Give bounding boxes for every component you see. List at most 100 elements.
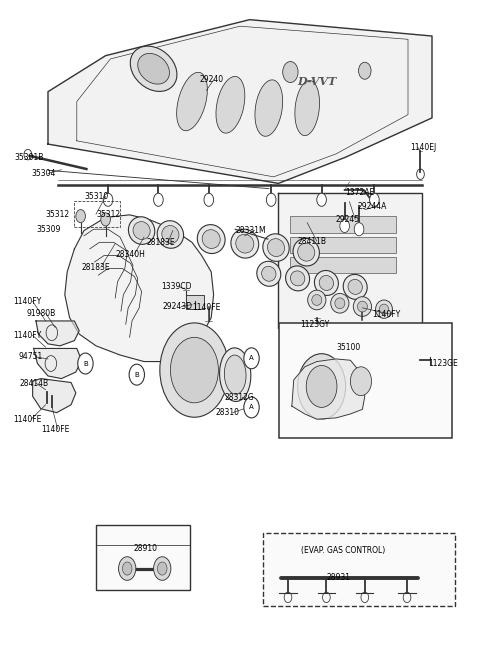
Ellipse shape <box>286 266 310 291</box>
Text: (EVAP. GAS CONTROL): (EVAP. GAS CONTROL) <box>301 546 386 555</box>
Text: 28910: 28910 <box>133 544 157 553</box>
Circle shape <box>283 62 298 83</box>
Circle shape <box>204 193 214 206</box>
Text: 35304: 35304 <box>31 169 56 178</box>
Circle shape <box>119 557 136 580</box>
Ellipse shape <box>267 238 285 257</box>
Text: 1140FE: 1140FE <box>41 424 69 434</box>
Circle shape <box>154 193 163 206</box>
Ellipse shape <box>298 243 315 261</box>
Polygon shape <box>278 193 422 328</box>
Ellipse shape <box>162 225 179 244</box>
Ellipse shape <box>216 77 245 133</box>
Text: 35301B: 35301B <box>14 153 44 162</box>
Text: 1140FY: 1140FY <box>13 297 42 306</box>
Text: 1140FY: 1140FY <box>13 331 42 340</box>
Bar <box>290 237 396 253</box>
Bar <box>279 323 452 438</box>
Circle shape <box>78 353 93 374</box>
Text: 29240: 29240 <box>199 75 223 84</box>
Text: 28310: 28310 <box>215 408 239 417</box>
Polygon shape <box>65 215 214 362</box>
Text: 1372AE: 1372AE <box>346 188 375 197</box>
Text: 28340H: 28340H <box>115 250 145 259</box>
Bar <box>74 201 120 227</box>
Text: 35310: 35310 <box>84 192 108 201</box>
Ellipse shape <box>314 271 338 295</box>
Text: 91980B: 91980B <box>26 309 56 318</box>
Ellipse shape <box>231 229 259 258</box>
Ellipse shape <box>262 267 276 281</box>
Text: 29243D: 29243D <box>162 302 192 311</box>
Circle shape <box>340 219 349 233</box>
Ellipse shape <box>177 72 207 131</box>
Circle shape <box>244 397 259 418</box>
Bar <box>96 525 190 590</box>
Text: 28414B: 28414B <box>19 379 48 388</box>
Circle shape <box>350 367 372 396</box>
Text: 1140FY: 1140FY <box>372 310 400 319</box>
Circle shape <box>359 62 371 79</box>
Text: 35100: 35100 <box>336 343 360 352</box>
Ellipse shape <box>379 304 389 314</box>
Ellipse shape <box>335 298 345 309</box>
Ellipse shape <box>290 271 305 286</box>
Text: 94751: 94751 <box>18 352 43 362</box>
Text: 28183E: 28183E <box>82 263 110 272</box>
Ellipse shape <box>348 280 362 294</box>
Text: 1123GE: 1123GE <box>428 359 458 368</box>
Bar <box>186 295 204 309</box>
Circle shape <box>122 562 132 575</box>
Text: A: A <box>249 355 254 362</box>
Bar <box>290 216 396 233</box>
Text: 28331M: 28331M <box>235 226 266 235</box>
Polygon shape <box>36 321 79 346</box>
Ellipse shape <box>295 81 320 136</box>
Polygon shape <box>34 348 82 379</box>
Ellipse shape <box>138 54 169 84</box>
Text: B: B <box>83 360 88 367</box>
Ellipse shape <box>236 234 254 253</box>
Text: 28931: 28931 <box>326 573 350 582</box>
Text: B: B <box>134 371 139 378</box>
Ellipse shape <box>129 217 155 244</box>
Circle shape <box>244 348 259 369</box>
Ellipse shape <box>331 293 349 313</box>
Text: 35309: 35309 <box>36 225 60 234</box>
Circle shape <box>266 193 276 206</box>
Ellipse shape <box>224 355 246 394</box>
Ellipse shape <box>343 274 367 299</box>
Text: 28411B: 28411B <box>298 236 326 246</box>
Circle shape <box>154 557 171 580</box>
Ellipse shape <box>130 46 177 92</box>
Circle shape <box>101 213 110 226</box>
Text: 35312: 35312 <box>96 210 120 219</box>
Text: A: A <box>249 404 254 411</box>
Text: 28183E: 28183E <box>146 238 175 247</box>
Polygon shape <box>33 379 76 413</box>
Text: 1339CD: 1339CD <box>161 282 192 291</box>
Ellipse shape <box>263 234 289 261</box>
Text: 1140FE: 1140FE <box>192 303 220 312</box>
Circle shape <box>306 365 337 407</box>
Ellipse shape <box>312 295 322 305</box>
Bar <box>263 533 455 606</box>
Text: 1140EJ: 1140EJ <box>410 143 437 152</box>
Circle shape <box>370 193 379 206</box>
Ellipse shape <box>257 261 281 286</box>
Circle shape <box>157 562 167 575</box>
Circle shape <box>298 354 346 419</box>
Ellipse shape <box>308 290 326 310</box>
Ellipse shape <box>319 276 334 290</box>
Ellipse shape <box>353 297 372 316</box>
Circle shape <box>354 223 364 236</box>
Text: 29245: 29245 <box>336 215 360 224</box>
Circle shape <box>160 323 229 417</box>
Text: D-VVT: D-VVT <box>297 77 336 87</box>
Text: 1123GY: 1123GY <box>300 320 329 329</box>
Ellipse shape <box>219 348 251 402</box>
Text: 29244A: 29244A <box>358 202 387 211</box>
Text: 1140FE: 1140FE <box>13 415 42 424</box>
Ellipse shape <box>202 230 220 248</box>
Circle shape <box>103 193 113 206</box>
